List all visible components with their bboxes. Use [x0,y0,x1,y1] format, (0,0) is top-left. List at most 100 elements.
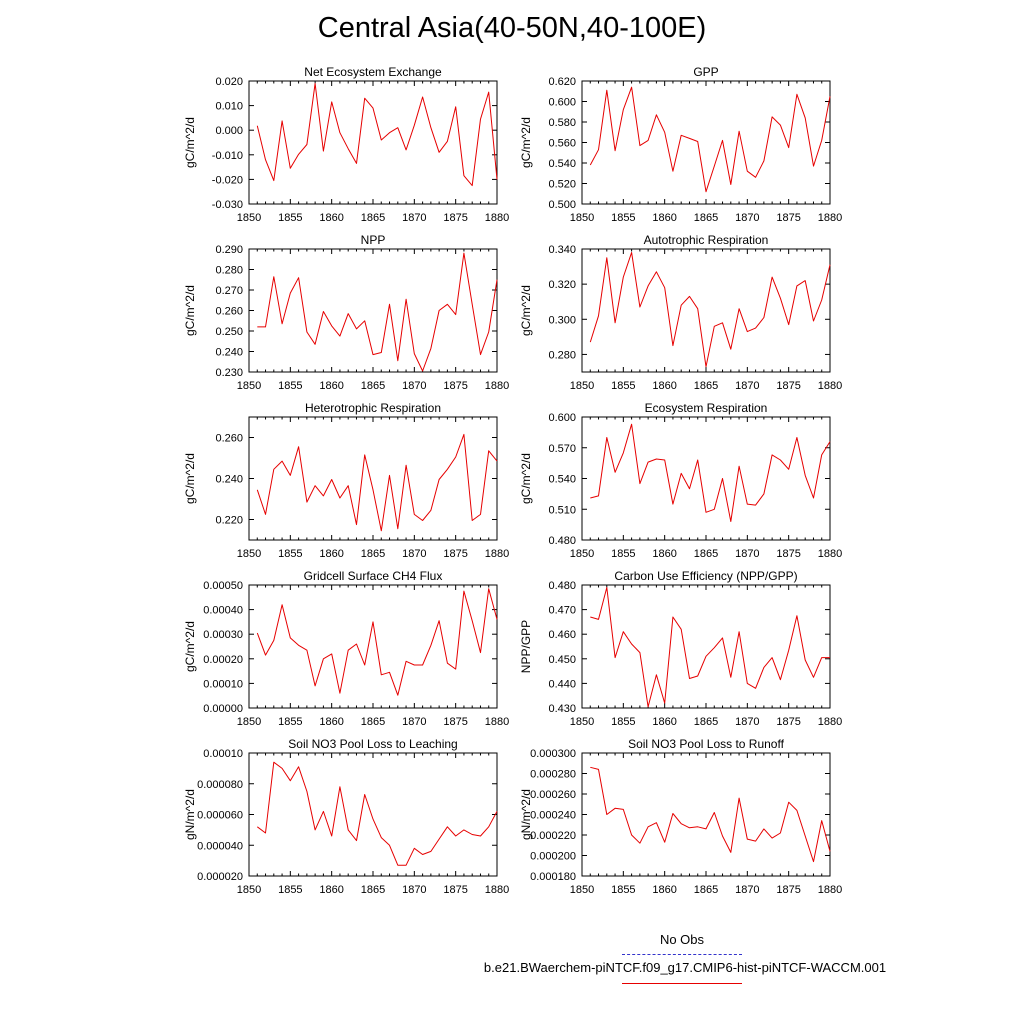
y-tick-label: 0.240 [215,347,243,359]
x-tick-label: 1860 [652,716,676,728]
x-tick-label: 1850 [570,716,594,728]
x-tick-label: 1875 [776,884,800,896]
panel-8: Carbon Use Efficiency (NPP/GPP) 1850 1855 1… [519,569,842,728]
y-tick-label: 0.000080 [197,779,243,791]
x-tick-label: 1865 [694,716,718,728]
series-line [590,423,831,522]
legend-obs-line-swatch [622,954,742,955]
x-tick-label: 1870 [402,884,426,896]
x-tick-label: 1855 [278,548,302,560]
y-axis-label: gN/m^2/d [519,789,533,840]
y-tick-label: 0.290 [215,244,243,256]
x-tick-label: 1875 [776,548,800,560]
y-tick-label: 0.00000 [203,703,243,715]
x-tick-label: 1865 [694,212,718,224]
panel-7: Gridcell Surface CH4 Flux 1850 1855 1860 186… [183,569,509,728]
x-tick-label: 1850 [237,884,261,896]
plot-frame [248,584,498,709]
x-tick-label: 1880 [485,884,509,896]
x-tick-label: 1860 [319,884,343,896]
y-tick-label: 0.480 [548,535,576,547]
x-tick-label: 1865 [361,212,385,224]
series-line [256,588,498,696]
y-tick-label: -0.010 [212,150,243,162]
x-tick-label: 1875 [443,716,467,728]
y-tick-label: 0.620 [548,76,576,88]
x-tick-label: 1855 [278,212,302,224]
x-tick-label: 1860 [652,380,676,392]
x-tick-label: 1855 [611,548,635,560]
y-tick-label: 0.560 [548,138,576,150]
y-tick-label: 0.220 [215,515,243,527]
x-tick-label: 1850 [237,716,261,728]
y-tick-label: 0.260 [215,306,243,318]
panel-title: NPP [361,233,386,247]
y-tick-label: 0.020 [215,76,243,88]
series-line [590,587,830,708]
legend-obs-label: No Obs [659,932,705,947]
y-tick-label: 0.510 [548,504,576,516]
x-tick-label: 1860 [652,548,676,560]
y-tick-label: 0.540 [548,474,576,486]
x-tick-label: 1870 [735,884,759,896]
x-tick-label: 1870 [402,716,426,728]
x-tick-label: 1880 [818,548,842,560]
y-tick-label: 0.250 [215,326,243,338]
y-tick-label: 0.480 [548,580,576,592]
x-tick-label: 1880 [485,548,509,560]
panel-10: Soil NO3 Pool Loss to Runoff 1850 1855 1860… [519,737,842,896]
x-tick-label: 1875 [443,380,467,392]
x-tick-label: 1875 [443,212,467,224]
x-tick-label: 1875 [443,884,467,896]
y-tick-label: 0.000040 [197,840,243,852]
y-tick-label: -0.020 [212,174,243,186]
x-tick-label: 1865 [361,884,385,896]
series-line [256,761,498,866]
y-tick-label: 0.430 [548,703,576,715]
x-tick-label: 1855 [278,884,302,896]
series-line [256,433,498,532]
y-tick-label: 0.00010 [203,748,243,760]
y-axis-label: gC/m^2/d [519,117,533,168]
x-tick-label: 1860 [319,380,343,392]
y-tick-label: 0.440 [548,678,576,690]
x-tick-label: 1860 [319,548,343,560]
panel-3: NPP 1850 1855 1860 1865 1870 1875 1880 0.230 0.24… [183,233,509,392]
y-axis-label: gC/m^2/d [183,621,197,672]
panel-title: Carbon Use Efficiency (NPP/GPP) [614,569,797,583]
x-tick-label: 1860 [319,716,343,728]
series-line [589,86,831,193]
x-tick-label: 1855 [611,716,635,728]
plot-frame [248,416,498,541]
x-tick-label: 1850 [570,212,594,224]
x-tick-label: 1870 [402,212,426,224]
y-tick-label: 0.580 [548,117,576,129]
x-tick-label: 1865 [694,548,718,560]
x-tick-label: 1870 [402,548,426,560]
panel-1: Net Ecosystem Exchange 1850 1855 1860 1865 18… [183,65,509,224]
y-tick-label: 0.000 [215,125,243,137]
y-tick-label: -0.030 [212,199,243,211]
x-tick-label: 1860 [652,884,676,896]
plot-frame [248,752,498,877]
y-tick-label: 0.470 [548,605,576,617]
y-tick-label: 0.280 [548,349,576,361]
x-tick-label: 1870 [735,380,759,392]
y-tick-label: 0.450 [548,654,576,666]
y-tick-label: 0.000280 [530,769,576,781]
y-axis-label: gC/m^2/d [183,285,197,336]
y-tick-label: 0.270 [215,285,243,297]
x-tick-label: 1850 [237,212,261,224]
y-axis-label: gC/m^2/d [519,453,533,504]
panel-9: Soil NO3 Pool Loss to Leaching 1850 1855 18… [183,737,509,896]
y-tick-label: 0.260 [215,433,243,445]
plot-frame [581,416,831,541]
y-tick-label: 0.000060 [197,810,243,822]
legend-case-label: b.e21.BWaerchem-piNTCF.f09_g17.CMIP6-his… [483,960,887,975]
y-tick-label: 0.320 [548,279,576,291]
y-tick-label: 0.240 [215,474,243,486]
series-line [590,766,831,863]
main-title: Central Asia(40-50N,40-100E) [317,12,707,44]
panel-title: Heterotrophic Respiration [305,401,441,415]
